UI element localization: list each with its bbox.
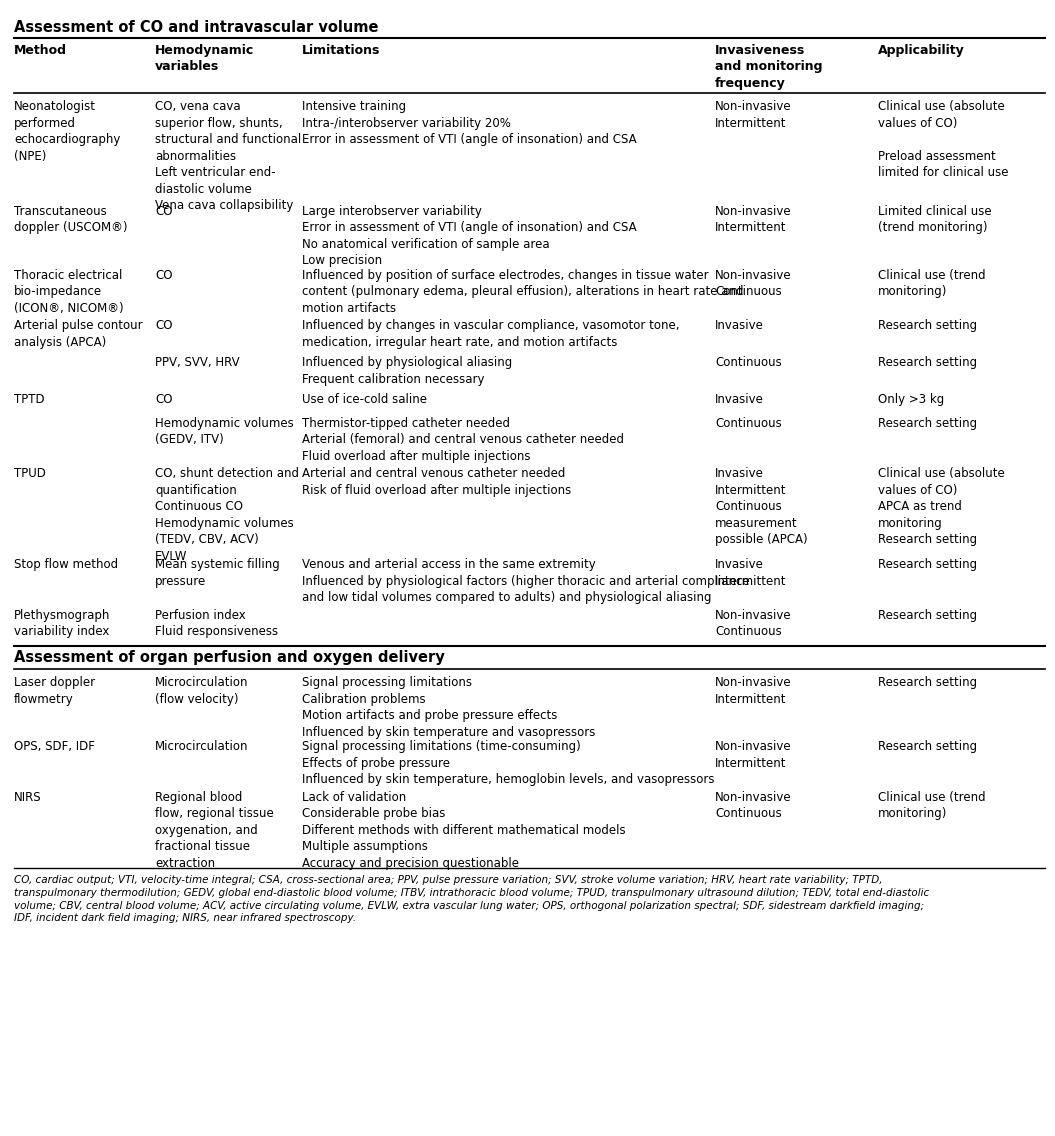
Text: PPV, SVV, HRV: PPV, SVV, HRV [155,356,239,369]
Text: Invasiveness
and monitoring
frequency: Invasiveness and monitoring frequency [715,43,823,90]
Text: Assessment of CO and intravascular volume: Assessment of CO and intravascular volum… [14,20,379,35]
Text: NIRS: NIRS [14,791,41,803]
Text: Thoracic electrical
bio-impedance
(ICON®, NICOM®): Thoracic electrical bio-impedance (ICON®… [14,268,123,315]
Text: Invasive: Invasive [715,319,764,332]
Text: Continuous: Continuous [715,356,782,369]
Text: Limitations: Limitations [302,43,381,57]
Text: Research setting: Research setting [878,417,977,429]
Text: Venous and arterial access in the same extremity
Influenced by physiological fac: Venous and arterial access in the same e… [302,558,750,604]
Text: Clinical use (trend
monitoring): Clinical use (trend monitoring) [878,268,985,298]
Text: Laser doppler
flowmetry: Laser doppler flowmetry [14,676,95,705]
Text: TPUD: TPUD [14,467,45,481]
Text: Assessment of organ perfusion and oxygen delivery: Assessment of organ perfusion and oxygen… [14,650,445,665]
Text: Signal processing limitations
Calibration problems
Motion artifacts and probe pr: Signal processing limitations Calibratio… [302,676,595,738]
Text: Thermistor-tipped catheter needed
Arterial (femoral) and central venous catheter: Thermistor-tipped catheter needed Arteri… [302,417,624,462]
Text: Research setting: Research setting [878,356,977,369]
Text: Arterial and central venous catheter needed
Risk of fluid overload after multipl: Arterial and central venous catheter nee… [302,467,571,496]
Text: Method: Method [14,43,68,57]
Text: Research setting: Research setting [878,319,977,332]
Text: Non-invasive
Intermittent: Non-invasive Intermittent [715,100,791,130]
Text: CO, shunt detection and
quantification
Continuous CO
Hemodynamic volumes
(TEDV, : CO, shunt detection and quantification C… [155,467,299,562]
Text: CO, vena cava
superior flow, shunts,
structural and functional
abnormalities
Lef: CO, vena cava superior flow, shunts, str… [155,100,302,212]
Text: CO, cardiac output; VTI, velocity-time integral; CSA, cross-sectional area; PPV,: CO, cardiac output; VTI, velocity-time i… [14,875,929,924]
Text: Invasive: Invasive [715,393,764,406]
Text: Influenced by physiological aliasing
Frequent calibration necessary: Influenced by physiological aliasing Fre… [302,356,513,385]
Text: Non-invasive
Intermittent: Non-invasive Intermittent [715,204,791,234]
Text: Perfusion index
Fluid responsiveness: Perfusion index Fluid responsiveness [155,609,279,638]
Text: Continuous: Continuous [715,417,782,429]
Text: Influenced by position of surface electrodes, changes in tissue water
content (p: Influenced by position of surface electr… [302,268,744,315]
Text: Applicability: Applicability [878,43,964,57]
Text: Lack of validation
Considerable probe bias
Different methods with different math: Lack of validation Considerable probe bi… [302,791,626,869]
Text: Research setting: Research setting [878,609,977,621]
Text: Research setting: Research setting [878,558,977,571]
Text: Microcirculation
(flow velocity): Microcirculation (flow velocity) [155,676,249,705]
Text: Signal processing limitations (time-consuming)
Effects of probe pressure
Influen: Signal processing limitations (time-cons… [302,740,714,786]
Text: Stop flow method: Stop flow method [14,558,118,571]
Text: Invasive
Intermittent
Continuous
measurement
possible (APCA): Invasive Intermittent Continuous measure… [715,467,808,546]
Text: Clinical use (absolute
values of CO)

Preload assessment
limited for clinical us: Clinical use (absolute values of CO) Pre… [878,100,1009,179]
Text: Clinical use (trend
monitoring): Clinical use (trend monitoring) [878,791,985,820]
Text: Large interobserver variability
Error in assessment of VTI (angle of insonation): Large interobserver variability Error in… [302,204,636,267]
Text: Non-invasive
Continuous: Non-invasive Continuous [715,268,791,298]
Text: Neonatologist
performed
echocardiography
(NPE): Neonatologist performed echocardiography… [14,100,120,162]
Text: CO: CO [155,319,173,332]
Text: OPS, SDF, IDF: OPS, SDF, IDF [14,740,95,753]
Text: Plethysmograph
variability index: Plethysmograph variability index [14,609,111,638]
Text: Transcutaneous
doppler (USCOM®): Transcutaneous doppler (USCOM®) [14,204,128,234]
Text: Only >3 kg: Only >3 kg [878,393,944,406]
Text: Hemodynamic
variables: Hemodynamic variables [155,43,254,73]
Text: CO: CO [155,204,173,218]
Text: Non-invasive
Intermittent: Non-invasive Intermittent [715,740,791,769]
Text: Intensive training
Intra-/interobserver variability 20%
Error in assessment of V: Intensive training Intra-/interobserver … [302,100,636,147]
Text: TPTD: TPTD [14,393,44,406]
Text: Regional blood
flow, regional tissue
oxygenation, and
fractional tissue
extracti: Regional blood flow, regional tissue oxy… [155,791,273,869]
Text: Limited clinical use
(trend monitoring): Limited clinical use (trend monitoring) [878,204,992,234]
Text: Use of ice-cold saline: Use of ice-cold saline [302,393,427,406]
Text: Mean systemic filling
pressure: Mean systemic filling pressure [155,558,280,587]
Text: Non-invasive
Continuous: Non-invasive Continuous [715,791,791,820]
Text: Research setting: Research setting [878,676,977,690]
Text: Non-invasive
Continuous: Non-invasive Continuous [715,609,791,638]
Text: Influenced by changes in vascular compliance, vasomotor tone,
medication, irregu: Influenced by changes in vascular compli… [302,319,679,349]
Text: CO: CO [155,268,173,282]
Text: Invasive
Intermittent: Invasive Intermittent [715,558,786,587]
Text: Research setting: Research setting [878,740,977,753]
Text: Microcirculation: Microcirculation [155,740,249,753]
Text: Non-invasive
Intermittent: Non-invasive Intermittent [715,676,791,705]
Text: CO: CO [155,393,173,406]
Text: Clinical use (absolute
values of CO)
APCA as trend
monitoring
Research setting: Clinical use (absolute values of CO) APC… [878,467,1004,546]
Text: Hemodynamic volumes
(GEDV, ITV): Hemodynamic volumes (GEDV, ITV) [155,417,293,446]
Text: Arterial pulse contour
analysis (APCA): Arterial pulse contour analysis (APCA) [14,319,142,349]
